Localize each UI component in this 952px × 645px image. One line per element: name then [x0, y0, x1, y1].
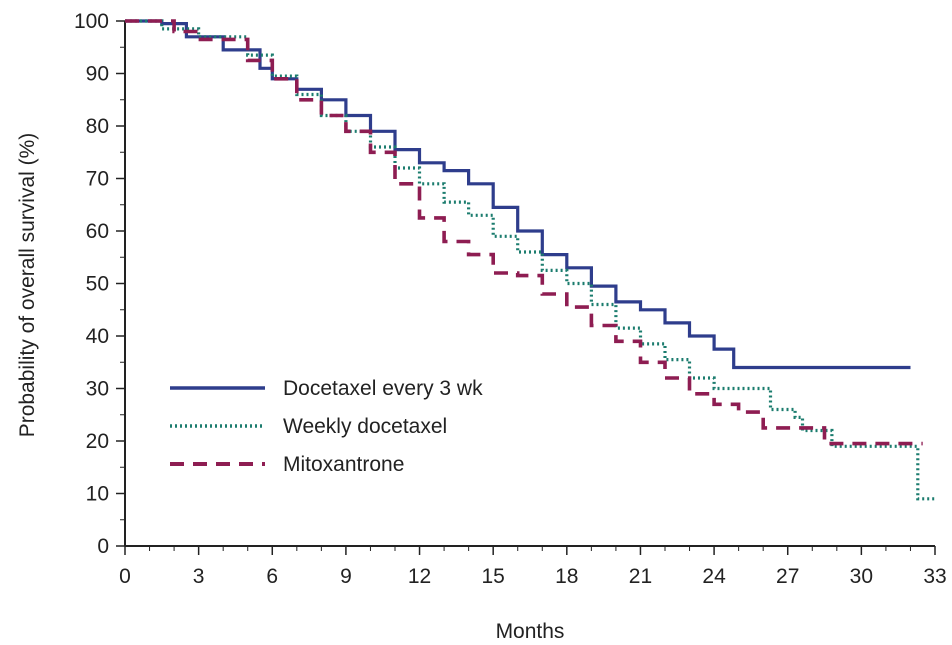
- series-line-1: [125, 19, 911, 370]
- x-tick-label: 30: [850, 565, 873, 588]
- x-tick-label: 12: [408, 565, 431, 588]
- y-tick-label: 30: [86, 378, 109, 401]
- y-tick-label: 60: [86, 220, 109, 243]
- y-tick-label: 100: [74, 10, 109, 33]
- y-axis-title: Probability of overall survival (%): [16, 133, 39, 438]
- y-tick-label: 0: [97, 535, 109, 558]
- y-tick-label: 90: [86, 63, 109, 86]
- ticks: 0 3 6 9 12 15 18 21 24 27 30 33 0 10 20 30 40 50 60 70 80 90 1…: [74, 10, 947, 588]
- x-tick-label: 21: [629, 565, 652, 588]
- x-tick-label: 24: [702, 565, 726, 588]
- y-tick-label: 20: [86, 430, 109, 453]
- axes: [124, 21, 935, 547]
- y-tick-label: 80: [86, 115, 109, 138]
- x-tick-label: 15: [482, 565, 505, 588]
- y-tick-label: 70: [86, 168, 109, 191]
- y-tick-label: 40: [86, 325, 109, 348]
- series-lines: [125, 19, 935, 501]
- x-tick-label: 6: [266, 565, 278, 588]
- x-tick-label: 27: [776, 565, 799, 588]
- y-tick-label: 10: [86, 483, 109, 506]
- x-tick-label: 0: [119, 565, 131, 588]
- x-tick-label: 33: [923, 565, 946, 588]
- x-tick-label: 3: [193, 565, 205, 588]
- legend-label-3: Mitoxantrone: [283, 453, 404, 476]
- x-tick-label: 9: [340, 565, 352, 588]
- legend: Docetaxel every 3 wk Weekly docetaxel Mito…: [170, 377, 483, 476]
- x-tick-label: 18: [555, 565, 578, 588]
- y-tick-label: 50: [86, 273, 109, 296]
- legend-label-2: Weekly docetaxel: [283, 415, 447, 438]
- legend-label-1: Docetaxel every 3 wk: [283, 377, 483, 400]
- x-axis-title: Months: [496, 620, 565, 643]
